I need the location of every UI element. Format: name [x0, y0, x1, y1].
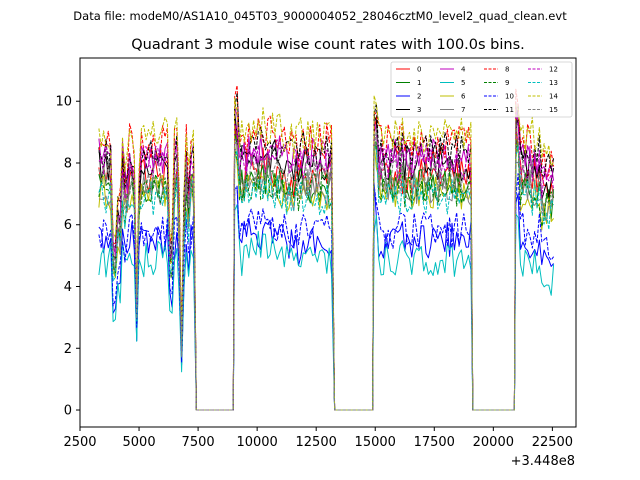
y-tick-label: 2 — [64, 342, 72, 357]
figure-suptitle: Data file: modeM0/AS1A10_045T03_90000040… — [73, 9, 567, 23]
legend-label-6: 6 — [461, 93, 466, 101]
legend-label-11: 11 — [505, 106, 514, 114]
y-tick-label: 0 — [64, 404, 72, 419]
legend-label-8: 8 — [505, 66, 509, 74]
x-tick-label: 22500 — [532, 435, 573, 450]
legend-label-0: 0 — [417, 66, 421, 74]
y-tick-label: 6 — [64, 218, 72, 233]
x-tick-label: 10000 — [236, 435, 277, 450]
chart-title: Quadrant 3 module wise count rates with … — [131, 37, 525, 53]
legend-label-12: 12 — [549, 66, 558, 74]
legend-label-14: 14 — [549, 93, 558, 101]
series-line-15 — [98, 120, 555, 411]
legend-label-10: 10 — [505, 93, 514, 101]
x-tick-label: 17500 — [414, 435, 455, 450]
legend-label-13: 13 — [549, 79, 558, 87]
x-tick-label: 12500 — [296, 435, 337, 450]
x-tick-label: 20000 — [473, 435, 514, 450]
y-axis: 0 2 4 6 8 10 — [55, 95, 80, 419]
x-axis-offset-label: +3.448e8 — [511, 454, 575, 469]
y-tick-label: 10 — [55, 95, 72, 110]
x-tick-label: 2500 — [63, 435, 96, 450]
y-tick-label: 8 — [64, 156, 72, 171]
legend-label-7: 7 — [461, 106, 465, 114]
x-tick-label: 15000 — [355, 435, 396, 450]
x-tick-label: 7500 — [182, 435, 215, 450]
legend-label-1: 1 — [417, 79, 421, 87]
legend-label-4: 4 — [461, 66, 466, 74]
series-line-13 — [98, 144, 555, 411]
legend-label-2: 2 — [417, 93, 421, 101]
y-tick-label: 4 — [64, 280, 72, 295]
legend-label-9: 9 — [505, 79, 509, 87]
legend-label-5: 5 — [461, 79, 465, 87]
legend-box — [390, 61, 573, 118]
legend-label-3: 3 — [417, 106, 421, 114]
x-tick-label: 5000 — [123, 435, 156, 450]
x-axis: 2500 5000 7500 10000 12500 15000 17500 20000 225… — [63, 427, 573, 450]
series-line-10 — [98, 173, 555, 411]
plot-frame — [79, 57, 577, 428]
series-layer — [98, 84, 555, 411]
legend-label-15: 15 — [549, 106, 558, 114]
